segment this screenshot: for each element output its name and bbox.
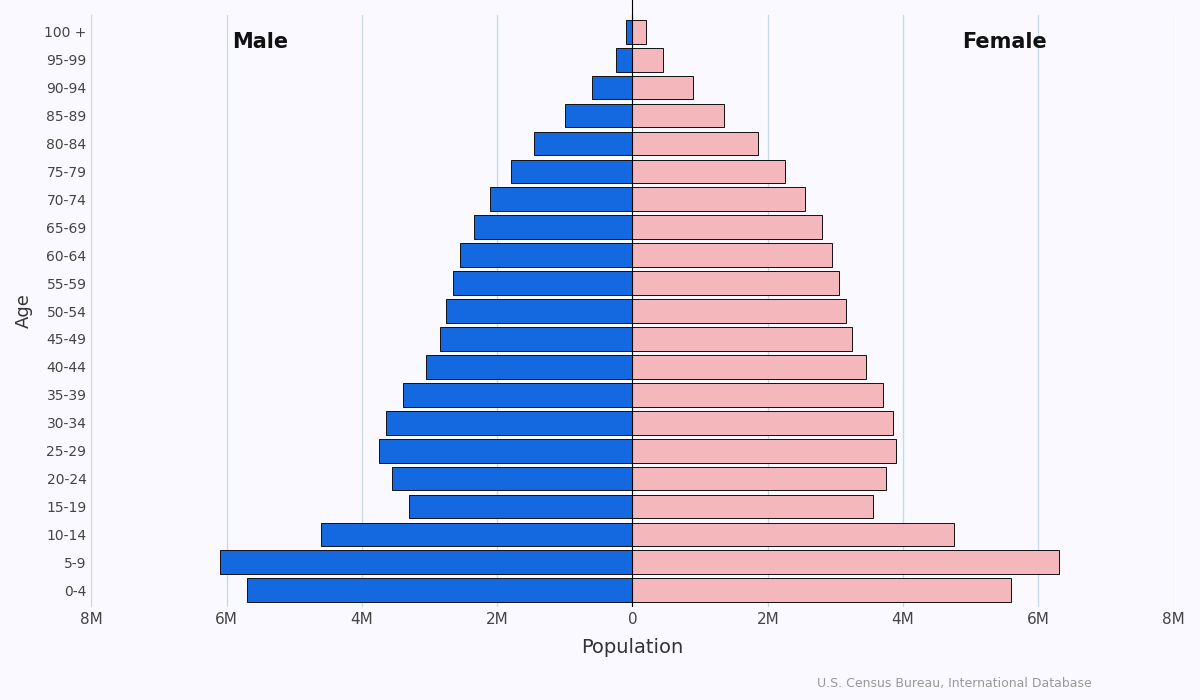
Bar: [460, 244, 632, 267]
Bar: [385, 411, 632, 435]
Bar: [632, 439, 896, 463]
Bar: [632, 523, 954, 546]
Bar: [632, 550, 1058, 574]
Bar: [632, 160, 785, 183]
Bar: [632, 244, 832, 267]
Bar: [454, 271, 632, 295]
Bar: [632, 188, 805, 211]
Bar: [439, 327, 632, 351]
Bar: [632, 355, 866, 379]
Bar: [220, 550, 632, 574]
X-axis label: Population: Population: [581, 638, 684, 657]
Bar: [426, 355, 632, 379]
Bar: [247, 578, 632, 602]
Bar: [632, 467, 886, 491]
Bar: [379, 439, 632, 463]
Bar: [632, 76, 694, 99]
Bar: [632, 48, 662, 71]
Bar: [632, 578, 1012, 602]
Bar: [565, 104, 632, 127]
Bar: [632, 495, 872, 519]
Text: U.S. Census Bureau, International Database: U.S. Census Bureau, International Databa…: [817, 676, 1092, 690]
Text: Male: Male: [233, 32, 288, 52]
Bar: [474, 216, 632, 239]
Bar: [322, 523, 632, 546]
Bar: [632, 411, 893, 435]
Bar: [511, 160, 632, 183]
Bar: [616, 48, 632, 71]
Bar: [632, 132, 757, 155]
Bar: [632, 216, 822, 239]
Bar: [392, 467, 632, 491]
Bar: [402, 383, 632, 407]
Bar: [632, 104, 724, 127]
Bar: [625, 20, 632, 43]
Bar: [632, 20, 646, 43]
Bar: [491, 188, 632, 211]
Bar: [592, 76, 632, 99]
Bar: [446, 299, 632, 323]
Bar: [632, 271, 839, 295]
Y-axis label: Age: Age: [14, 293, 32, 328]
Bar: [632, 327, 852, 351]
Bar: [632, 383, 883, 407]
Text: Female: Female: [962, 32, 1046, 52]
Bar: [534, 132, 632, 155]
Bar: [632, 299, 846, 323]
Bar: [409, 495, 632, 519]
